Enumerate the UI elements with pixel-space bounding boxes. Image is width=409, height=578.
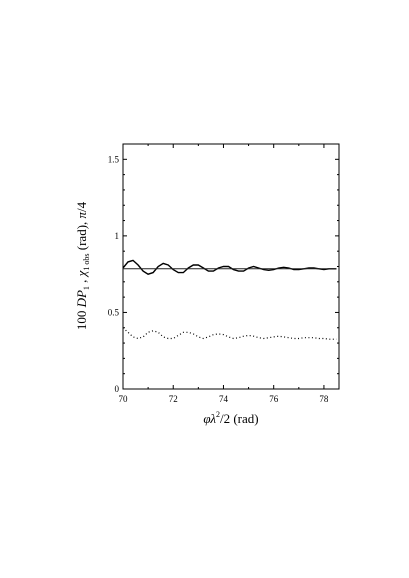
y-tick-label: 0.5: [108, 307, 120, 317]
y-tick-label: 0: [115, 384, 120, 394]
axis-ticks: [122, 144, 339, 390]
series-layer: [122, 259, 337, 340]
x-tick-label: 74: [219, 394, 229, 404]
x-tick-label: 72: [169, 394, 178, 404]
series-line-dotted: [122, 327, 337, 340]
y-tick-label: 1.5: [108, 154, 120, 164]
x-tick-label: 70: [119, 394, 129, 404]
plot-frame: [122, 143, 340, 390]
x-axis-label: φλ2/2 (rad): [203, 410, 258, 426]
x-tick-label: 76: [269, 394, 279, 404]
y-tick-label: 1: [115, 231, 120, 241]
x-tick-label: 78: [319, 394, 329, 404]
tick-labels: 70 72 74 76 78 0 0.5 1 1.5: [108, 154, 329, 404]
y-axis-label: 100 DP1 , χ1 obs (rad), π/4: [74, 201, 91, 330]
series-line-solid: [122, 259, 337, 275]
